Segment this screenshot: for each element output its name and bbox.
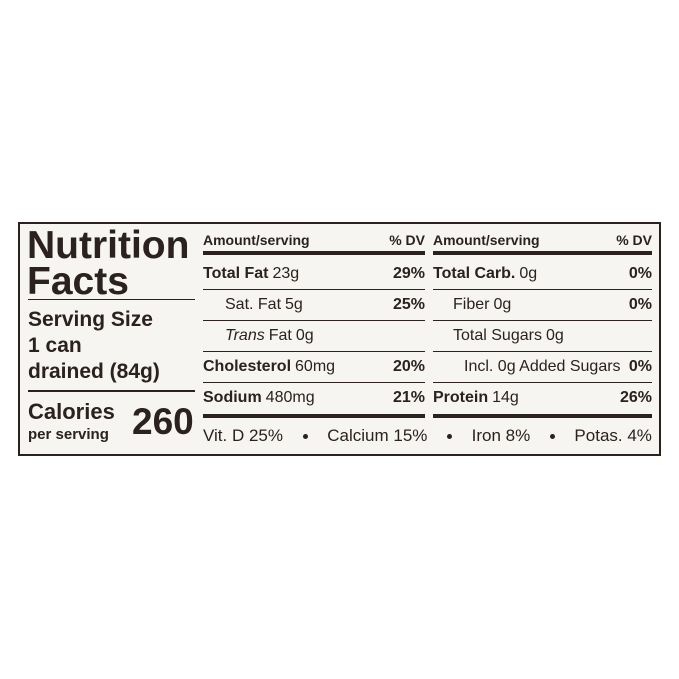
divider	[203, 320, 425, 321]
divider	[433, 251, 652, 255]
nutrient-name: Trans	[225, 327, 265, 344]
divider	[203, 414, 425, 418]
title: Nutrition	[27, 224, 190, 267]
nutrient-name: Total Sugars	[453, 327, 542, 344]
daily-value: 0%	[628, 358, 652, 375]
nutrient: Cholesterol 60mg	[203, 351, 335, 382]
nutrient-name: Sodium	[203, 389, 262, 406]
nutrient-amount: 0g	[519, 265, 538, 282]
daily-value: 25%	[392, 296, 425, 313]
nutrient: Protein 14g	[433, 382, 519, 413]
column-header: % DV	[389, 232, 425, 248]
serving-size: 1 can	[28, 334, 82, 357]
nutrient-row: Cholesterol 60mg 20%	[203, 351, 425, 382]
daily-value: 0%	[628, 265, 652, 282]
column-header: % DV	[616, 232, 652, 248]
nutrient-name: Cholesterol	[203, 358, 292, 375]
nutrient-row: Total Carb. 0g 0%	[433, 258, 652, 289]
nutrient-row: Total Fat 23g 29%	[203, 258, 425, 289]
divider	[203, 351, 425, 352]
nutrient-amount: 0g	[493, 296, 512, 313]
nutrient-amount: 14g	[492, 389, 519, 406]
nutrient: Sat. Fat 5g	[225, 289, 303, 320]
divider	[433, 320, 652, 321]
separator	[447, 433, 452, 439]
nutrient-name: Total Carb.	[433, 265, 516, 282]
daily-value: 20%	[392, 358, 425, 375]
nutrient: Trans Fat 0g	[225, 320, 314, 351]
vitamin: Iron 8%	[471, 426, 531, 445]
nutrient-row: Protein 14g 26%	[433, 382, 652, 413]
nutrient: Fiber 0g	[453, 289, 511, 320]
nutrient-name: Fiber	[453, 296, 490, 313]
title: Facts	[27, 260, 129, 303]
nutrient-row: Fiber 0g 0%	[453, 289, 652, 320]
separator	[549, 433, 555, 439]
separator	[302, 433, 308, 439]
nutrient-name: Total Fat	[203, 265, 269, 282]
divider	[203, 251, 425, 255]
column-header: Amount/serving	[433, 232, 540, 248]
nutrient-row: Sat. Fat 5g 25%	[225, 289, 425, 320]
nutrient-amount: 60mg	[295, 358, 336, 375]
nutrient: Total Fat 23g	[203, 258, 299, 289]
divider	[28, 299, 195, 300]
footer: Vit. D 25% Calcium 15% Iron 8% Potas. 4%	[203, 424, 652, 448]
nutrient-row: Sodium 480mg 21%	[203, 382, 425, 413]
nutrient-row: Trans Fat 0g	[225, 320, 425, 351]
nutrient-name: Protein	[433, 389, 489, 406]
serving-size: drained (84g)	[28, 360, 160, 383]
nutrient: Total Sugars 0g	[453, 320, 564, 351]
nutrient-amount: 0g	[295, 327, 314, 344]
daily-value: 26%	[619, 389, 652, 406]
nutrient: Incl. 0g Added Sugars	[464, 351, 621, 382]
vitamin: Calcium 15%	[327, 426, 428, 445]
nutrient: Sodium 480mg	[203, 382, 315, 413]
divider	[433, 351, 652, 352]
divider	[203, 382, 425, 383]
divider	[433, 382, 652, 383]
divider	[433, 289, 652, 290]
nutrient-amount: 23g	[272, 265, 300, 282]
calories-sub: per serving	[28, 426, 109, 443]
nutrient-name: Fat	[268, 327, 292, 344]
nutrient-name: Incl. 0g Added Sugars	[464, 358, 621, 375]
nutrient: Total Carb. 0g	[433, 258, 537, 289]
nutrient-amount: 480mg	[265, 389, 315, 406]
divider	[433, 414, 652, 418]
daily-value: 21%	[392, 389, 425, 406]
calories-label: Calories	[28, 399, 115, 424]
nutrient-row: Incl. 0g Added Sugars 0%	[464, 351, 652, 382]
column-header: Amount/serving	[203, 232, 310, 248]
daily-value: 29%	[392, 265, 425, 282]
nutrient-amount: 0g	[545, 327, 564, 344]
vitamin: Vit. D 25%	[203, 426, 284, 445]
nutrient-name: Sat. Fat	[225, 296, 282, 313]
divider	[28, 390, 195, 392]
daily-value: 0%	[628, 296, 652, 313]
divider	[203, 289, 425, 290]
nutrient-row: Total Sugars 0g	[453, 320, 652, 351]
vitamin: Potas. 4%	[574, 426, 652, 445]
serving-size-label: Serving Size	[28, 308, 153, 331]
calories: 260	[132, 401, 194, 442]
nutrient-amount: 5g	[285, 296, 303, 313]
